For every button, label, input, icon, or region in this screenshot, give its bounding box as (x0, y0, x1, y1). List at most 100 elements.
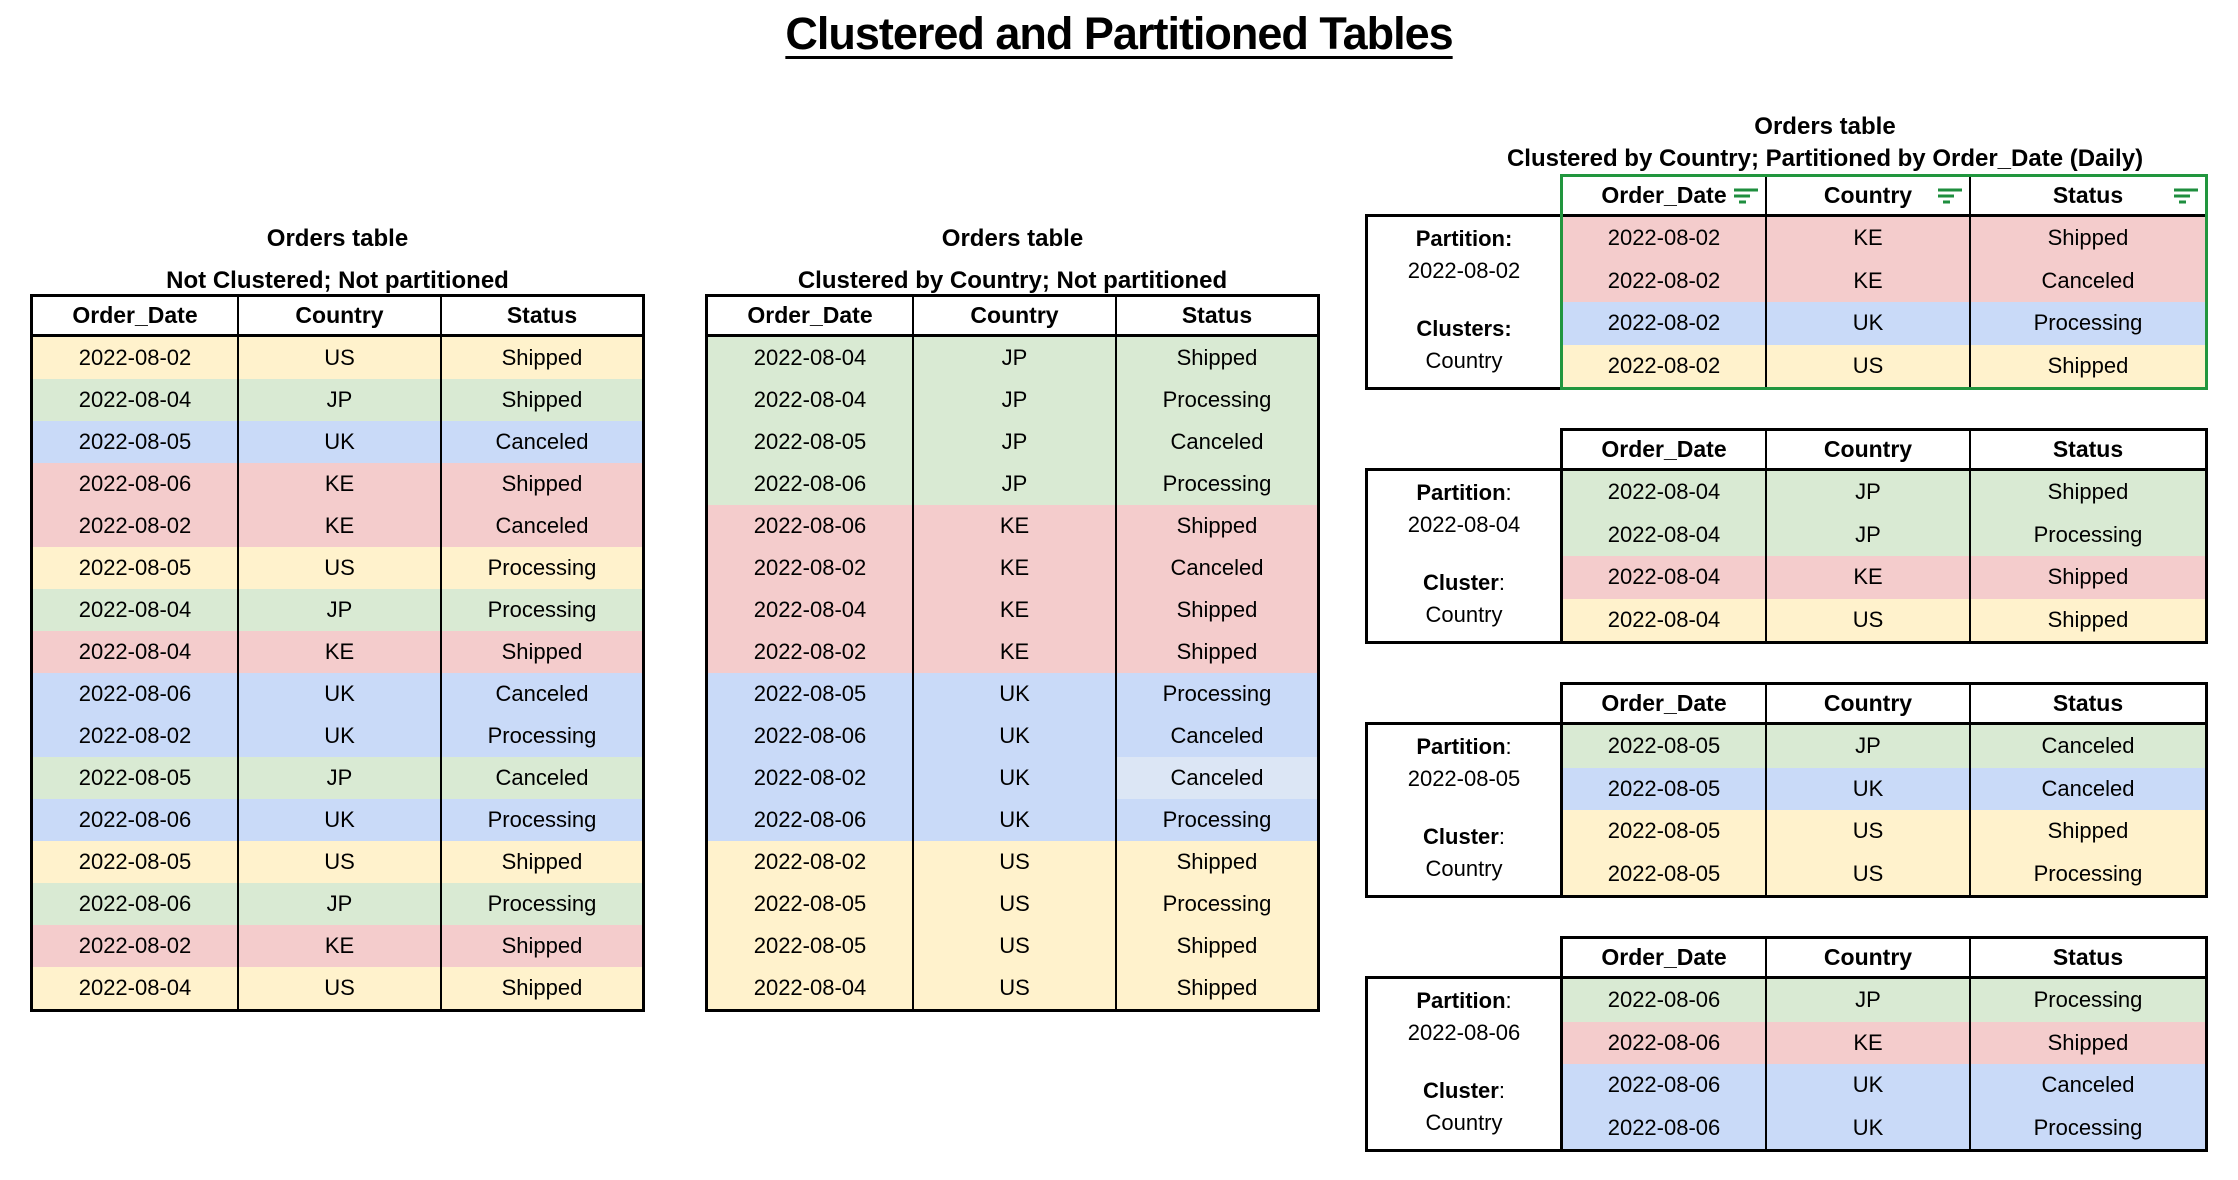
cluster-label-line: Clusters: (1416, 313, 1511, 345)
cell-country: UK (239, 673, 442, 715)
column-header-label: Status (2052, 690, 2124, 716)
cell-country: KE (1767, 1021, 1971, 1064)
filter-icon[interactable] (2173, 187, 2199, 205)
cell-status: Processing (442, 547, 642, 589)
cell-country: US (1767, 810, 1971, 853)
cell-order-date: 2022-08-02 (1563, 344, 1767, 387)
cell-country: KE (1767, 259, 1971, 302)
column-header-status: Status (1971, 177, 2205, 217)
column-header-label: Order_Date (1601, 436, 1727, 462)
cell-order-date: 2022-08-05 (1563, 810, 1767, 853)
column-header-order_date: Order_Date (708, 297, 914, 337)
cell-country: JP (914, 337, 1117, 379)
partition-label: Partition (1416, 480, 1506, 505)
cell-order-date: 2022-08-06 (708, 463, 914, 505)
column-header-country: Country (1767, 177, 1971, 217)
cell-status: Shipped (1971, 344, 2205, 387)
cell-country: JP (1767, 513, 1971, 556)
cell-country: UK (1767, 1064, 1971, 1107)
cell-status: Shipped (1117, 841, 1317, 883)
column-header-label: Status (1181, 302, 1253, 328)
cell-status: Shipped (442, 841, 642, 883)
partition-table-2022-08-05: Partition: 2022-08-05 Cluster: Country Order… (1365, 682, 2208, 898)
partition-label: Partition (1416, 734, 1506, 759)
cell-order-date: 2022-08-02 (708, 631, 914, 673)
cell-country: US (1767, 598, 1971, 641)
column-header-order_date: Order_Date (1563, 431, 1767, 471)
cell-country: KE (239, 463, 442, 505)
cluster-value: Country (1425, 602, 1503, 627)
cell-order-date: 2022-08-04 (1563, 471, 1767, 514)
partition-data-table: Order_Date Country Status 2022-08-05 JP Cance… (1560, 682, 2208, 898)
cell-country: UK (914, 673, 1117, 715)
cell-status: Shipped (1971, 810, 2205, 853)
cell-status: Shipped (442, 967, 642, 1009)
column-header-label: Country (1823, 436, 1913, 462)
cell-order-date: 2022-08-04 (1563, 556, 1767, 599)
cell-status: Shipped (1117, 967, 1317, 1009)
cell-country: UK (1767, 302, 1971, 345)
cell-order-date: 2022-08-02 (33, 337, 239, 379)
cell-country: KE (914, 589, 1117, 631)
column-header-label: Order_Date (747, 302, 873, 328)
column-header-status: Status (1971, 431, 2205, 471)
cell-status: Processing (1117, 883, 1317, 925)
column-header-country: Country (914, 297, 1117, 337)
cluster-value: Country (1425, 856, 1503, 881)
cluster-label-line: Cluster: (1423, 1078, 1505, 1103)
cell-country: UK (239, 799, 442, 841)
cell-order-date: 2022-08-02 (33, 925, 239, 967)
partition-date: 2022-08-05 (1407, 766, 1521, 791)
cell-status: Shipped (442, 379, 642, 421)
cell-order-date: 2022-08-04 (708, 337, 914, 379)
partition-label-line: Partition: (1416, 734, 1512, 759)
column-header-label: Status (2052, 182, 2124, 208)
cell-country: US (239, 337, 442, 379)
cell-country: JP (239, 883, 442, 925)
cell-order-date: 2022-08-06 (708, 505, 914, 547)
cell-order-date: 2022-08-02 (708, 841, 914, 883)
cell-order-date: 2022-08-04 (33, 589, 239, 631)
cell-order-date: 2022-08-06 (33, 673, 239, 715)
cell-status: Canceled (1971, 767, 2205, 810)
cell-order-date: 2022-08-05 (1563, 852, 1767, 895)
cell-status: Canceled (1971, 1064, 2205, 1107)
cell-country: JP (1767, 471, 1971, 514)
cluster-label: Cluster (1423, 570, 1499, 595)
partition-data-table: Order_Date Country Status 2022-08-06 JP Proce… (1560, 936, 2208, 1152)
cluster-label-line: Cluster: (1423, 570, 1505, 595)
cell-status: Shipped (1117, 337, 1317, 379)
cell-country: JP (914, 379, 1117, 421)
cell-order-date: 2022-08-06 (33, 799, 239, 841)
cell-status: Canceled (442, 505, 642, 547)
cluster-label-line: Cluster: (1423, 824, 1505, 849)
filter-icon[interactable] (1733, 187, 1759, 205)
partition-label-box: Partition: 2022-08-06 Cluster: Country (1365, 976, 1563, 1152)
cell-order-date: 2022-08-06 (708, 799, 914, 841)
filter-icon[interactable] (1937, 187, 1963, 205)
cluster-label: Cluster (1423, 1078, 1499, 1103)
partition-table-2022-08-06: Partition: 2022-08-06 Cluster: Country Order… (1365, 936, 2208, 1152)
cell-country: US (914, 883, 1117, 925)
cell-country: JP (239, 589, 442, 631)
cluster-label: Cluster (1423, 824, 1499, 849)
column-header-order_date: Order_Date (33, 297, 239, 337)
cell-status: Processing (1117, 799, 1317, 841)
middle-table-title: Orders table (941, 225, 1084, 252)
partition-date: 2022-08-06 (1407, 1020, 1521, 1045)
column-header-status: Status (1971, 685, 2205, 725)
right-table-title: Orders table (1754, 113, 1896, 140)
cell-order-date: 2022-08-06 (708, 715, 914, 757)
column-header-order_date: Order_Date (1563, 177, 1767, 217)
cell-order-date: 2022-08-04 (708, 967, 914, 1009)
cell-status: Shipped (1971, 217, 2205, 260)
column-header-label: Order_Date (1601, 690, 1727, 716)
cell-country: US (914, 925, 1117, 967)
right-table-subtitle: Clustered by Country; Partitioned by Ord… (1506, 145, 2144, 172)
cell-country: KE (914, 631, 1117, 673)
cell-status: Processing (1971, 852, 2205, 895)
partition-label-line: Partition: (1416, 480, 1512, 505)
cell-status: Processing (442, 883, 642, 925)
cell-country: KE (1767, 556, 1971, 599)
cell-order-date: 2022-08-06 (33, 463, 239, 505)
